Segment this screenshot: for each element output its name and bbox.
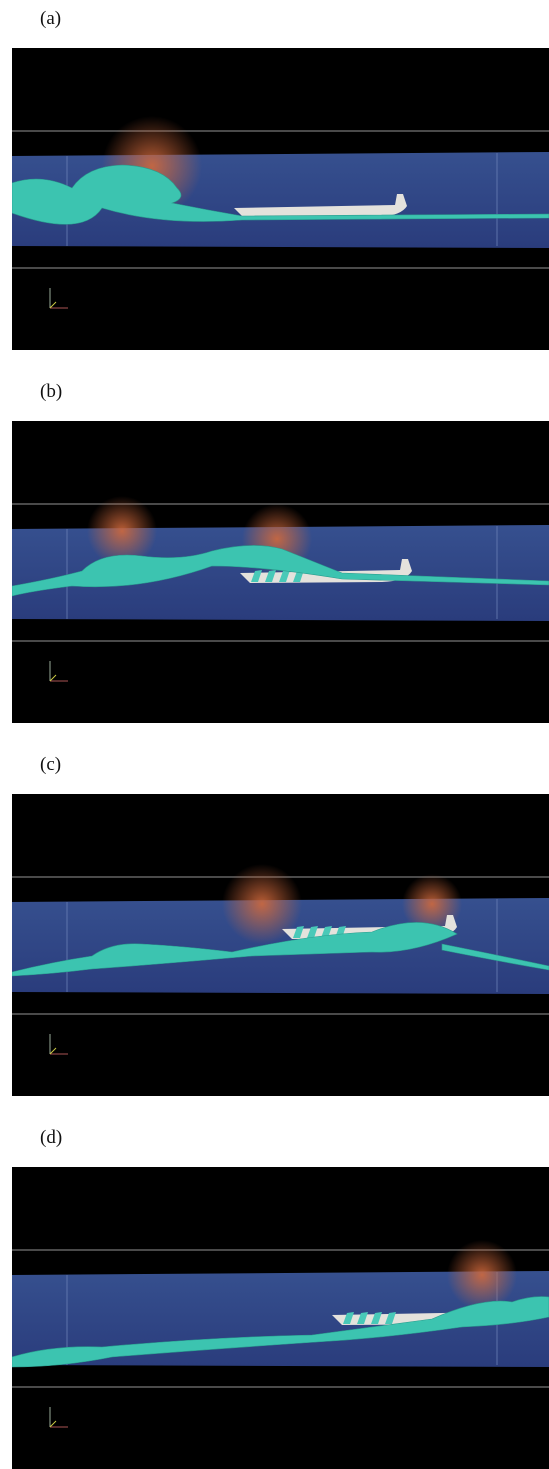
panel-label: (a)	[40, 8, 61, 30]
panel-image	[12, 794, 549, 1096]
panel-image	[12, 421, 549, 723]
page: (a)(b)(c)(d) (() => { const data = JSON.…	[0, 0, 549, 1467]
pressure-glow	[447, 1240, 517, 1310]
panel-label: (c)	[40, 754, 61, 776]
panel-label: (b)	[40, 381, 62, 403]
panel-image	[12, 48, 549, 350]
panel-label: (d)	[40, 1127, 62, 1149]
panel-image	[12, 1167, 549, 1469]
